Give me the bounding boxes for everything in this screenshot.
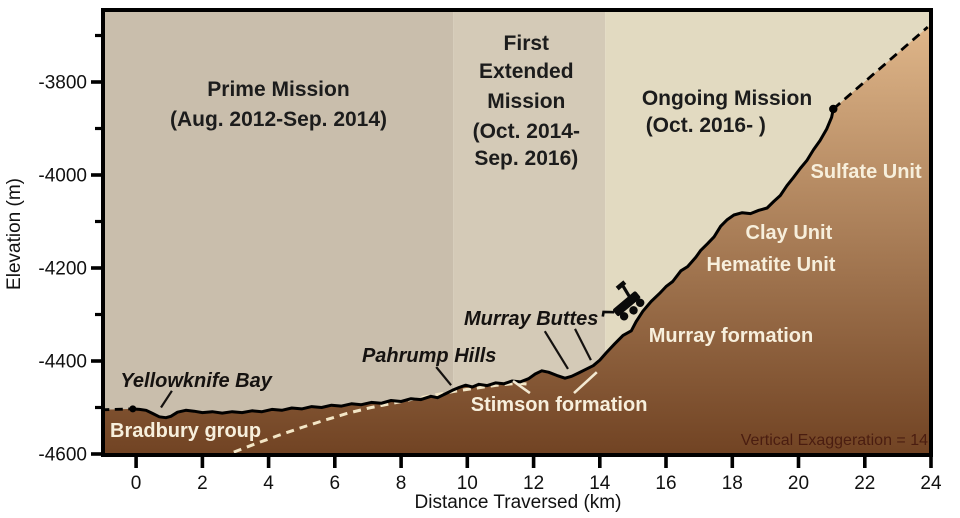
leader-line <box>543 330 569 370</box>
terrain-fill <box>103 24 931 455</box>
x-tick-label: 2 <box>197 473 208 494</box>
site-label: Murray Buttes <box>464 308 598 330</box>
y-tick-label: -4000 <box>38 166 87 187</box>
x-tick-label: 0 <box>131 473 142 494</box>
current-position-dot <box>829 104 838 114</box>
axes-layer: 0 2 4 6 8 10 12 14 16 18 20 22 24-3800-4000-4200-440… <box>38 8 942 494</box>
prime-mission-label-line: Prime Mission <box>207 78 349 101</box>
x-tick-label: 10 <box>457 473 478 494</box>
ongoing-mission-label-line: (Oct. 2016- ) <box>646 114 766 137</box>
landing-site-dot <box>129 405 137 413</box>
leader-line-light <box>573 371 598 395</box>
geologic-unit-label: Sulfate Unit <box>811 161 922 183</box>
terrain-fill-layer <box>103 24 931 455</box>
x-tick-label: 14 <box>589 473 611 494</box>
x-tick-label: 4 <box>263 473 274 494</box>
geologic-unit-label: Hematite Unit <box>707 254 836 276</box>
text-labels-layer: Prime Mission (Aug. 2012-Sep. 2014) First E… <box>110 32 922 442</box>
traverse-path-dashed <box>233 381 531 454</box>
rover-icon <box>601 280 645 321</box>
annotation-leaders-layer <box>160 328 598 409</box>
site-label: Pahrump Hills <box>362 345 496 367</box>
vertical-exaggeration-note: Vertical Exaggeration = 14 <box>741 432 928 449</box>
y-axis-title: Elevation (m) <box>4 178 25 290</box>
elevation-profile-line <box>131 108 835 420</box>
x-tick-label: 22 <box>854 473 875 494</box>
leader-line-light <box>512 379 531 395</box>
prime-mission-band <box>103 10 454 455</box>
first-extended-mission-label-line: Sep. 2016) <box>474 147 578 170</box>
x-tick-label: 16 <box>655 473 676 494</box>
plot-border <box>101 8 933 457</box>
first-extended-mission-label-line: Mission <box>487 90 565 113</box>
prime-mission-label-line: (Aug. 2012-Sep. 2014) <box>170 108 387 131</box>
x-tick-label: 18 <box>722 473 743 494</box>
first-extended-mission-label-line: Extended <box>479 60 574 83</box>
first-extended-mission-label-line: First <box>504 32 550 55</box>
x-axis-title: Distance Traversed (km) <box>415 492 622 513</box>
y-tick-label: -4600 <box>38 445 87 466</box>
leader-line <box>574 328 592 361</box>
planned-route-dashed-line <box>832 26 929 111</box>
first-extended-mission-label-line: (Oct. 2014- <box>473 120 580 143</box>
leader-line <box>160 390 173 409</box>
x-tick-label: 8 <box>396 473 407 494</box>
ongoing-mission-label-line: Ongoing Mission <box>642 87 812 110</box>
y-tick-label: -4400 <box>38 352 87 373</box>
x-tick-label: 6 <box>330 473 341 494</box>
geologic-unit-label: Stimson formation <box>471 394 648 416</box>
y-tick-label: -3800 <box>38 73 87 94</box>
x-tick-label: 20 <box>788 473 809 494</box>
geologic-unit-label: Bradbury group <box>110 420 261 442</box>
pre-landing-dashed-line <box>101 407 133 412</box>
site-label: Yellowknife Bay <box>120 370 272 392</box>
geologic-unit-label: Murray formation <box>649 325 813 347</box>
leader-line <box>435 366 452 386</box>
x-tick-label: 12 <box>523 473 544 494</box>
profile-lines-layer <box>101 26 929 420</box>
geologic-unit-label: Clay Unit <box>746 222 833 244</box>
x-tick-label: 24 <box>920 473 942 494</box>
y-tick-label: -4200 <box>38 259 87 280</box>
